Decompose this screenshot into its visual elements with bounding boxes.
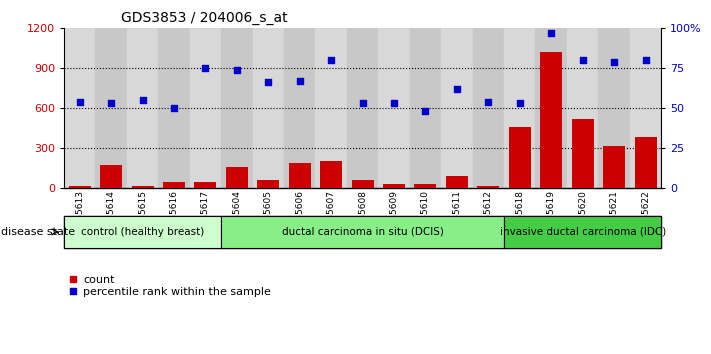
Bar [603, 147, 625, 188]
FancyBboxPatch shape [221, 216, 504, 248]
Bar [477, 185, 499, 188]
Point [326, 57, 337, 63]
FancyBboxPatch shape [64, 216, 221, 248]
Bar [69, 186, 91, 188]
Bar [509, 127, 531, 188]
Point [419, 108, 431, 114]
Point [169, 105, 180, 111]
Bar [100, 165, 122, 188]
Point [231, 67, 242, 73]
Bar [252, 28, 284, 188]
Point [200, 65, 211, 71]
Bar [194, 182, 216, 188]
Point [577, 57, 588, 63]
Bar [473, 28, 504, 188]
Bar [257, 180, 279, 188]
Bar [383, 184, 405, 188]
Bar [159, 28, 190, 188]
Text: invasive ductal carcinoma (IDC): invasive ductal carcinoma (IDC) [500, 227, 665, 237]
Bar [634, 137, 656, 188]
Bar [163, 182, 185, 188]
Text: disease state: disease state [1, 227, 75, 237]
Bar [95, 28, 127, 188]
Bar [378, 28, 410, 188]
Bar [221, 28, 252, 188]
Point [137, 97, 149, 103]
Bar [316, 28, 347, 188]
Point [74, 99, 85, 104]
Point [262, 80, 274, 85]
Bar [504, 28, 535, 188]
Point [483, 99, 494, 104]
Bar [410, 28, 442, 188]
Point [105, 101, 117, 106]
Bar [352, 180, 373, 188]
Bar [567, 28, 599, 188]
Bar [284, 28, 316, 188]
Bar [132, 185, 154, 188]
Bar [572, 119, 594, 188]
Bar [415, 184, 437, 188]
Point [357, 101, 368, 106]
Point [640, 57, 651, 63]
Text: GDS3853 / 204006_s_at: GDS3853 / 204006_s_at [121, 11, 287, 25]
Point [451, 86, 463, 92]
Bar [127, 28, 159, 188]
Bar [347, 28, 378, 188]
Bar [442, 28, 473, 188]
Bar [320, 161, 342, 188]
Text: control (healthy breast): control (healthy breast) [81, 227, 204, 237]
Bar [540, 52, 562, 188]
Text: ductal carcinoma in situ (DCIS): ductal carcinoma in situ (DCIS) [282, 227, 444, 237]
Point [609, 59, 620, 65]
Bar [226, 167, 248, 188]
Bar [190, 28, 221, 188]
Bar [535, 28, 567, 188]
Point [514, 101, 525, 106]
FancyBboxPatch shape [504, 216, 661, 248]
Point [388, 101, 400, 106]
Bar [599, 28, 630, 188]
Bar [630, 28, 661, 188]
Bar [289, 163, 311, 188]
Bar [64, 28, 95, 188]
Bar [446, 176, 468, 188]
Point [545, 30, 557, 36]
Legend: count, percentile rank within the sample: count, percentile rank within the sample [70, 275, 271, 297]
Point [294, 78, 306, 84]
